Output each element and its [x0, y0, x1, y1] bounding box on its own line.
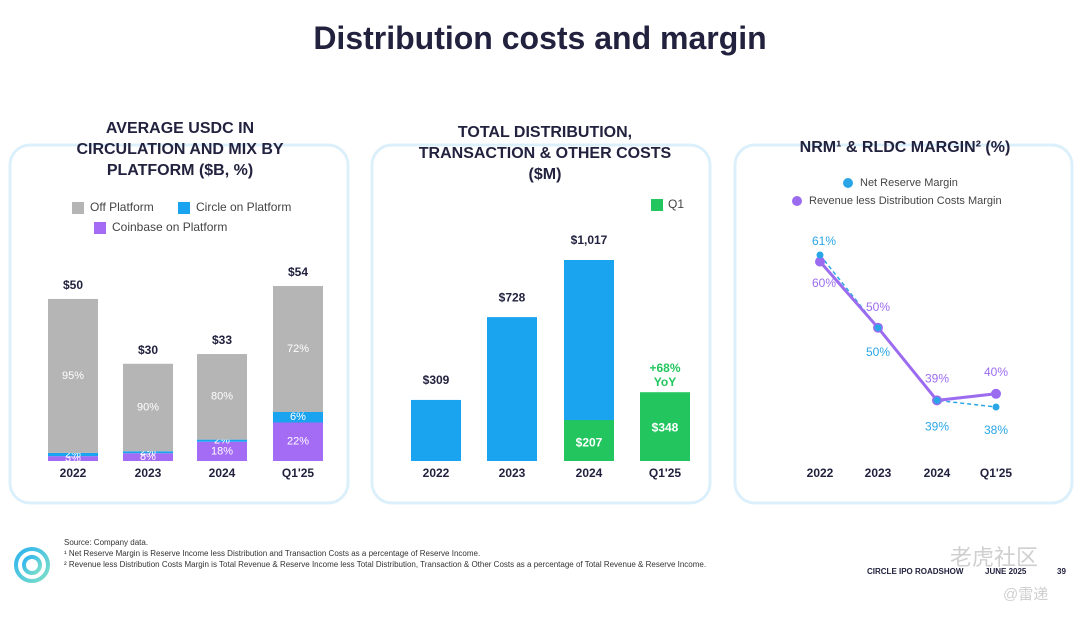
x-tick-label: 2023: [135, 466, 162, 480]
data-label: $309: [423, 373, 450, 387]
footer-date: JUNE 2025: [985, 567, 1027, 576]
bar-segment: [48, 456, 98, 461]
data-label: 6%: [290, 411, 306, 423]
data-label: 80%: [211, 391, 233, 403]
point: [992, 403, 1000, 411]
legend-swatch: [94, 222, 106, 234]
data-label: $348: [652, 420, 679, 434]
legend-marker: [792, 196, 802, 206]
logo: [14, 547, 50, 583]
data-label: $1,017: [571, 233, 608, 247]
data-label: 50%: [866, 345, 890, 359]
data-label: 39%: [925, 420, 949, 434]
data-label: 95%: [62, 370, 84, 382]
legend-label: Q1: [668, 197, 684, 211]
legend-marker: [843, 178, 853, 188]
bar: [487, 317, 537, 461]
legend-label: Off Platform: [90, 200, 154, 214]
annotation: +68% YoY: [649, 361, 681, 389]
legend-label: Circle on Platform: [196, 200, 291, 214]
data-label: $728: [499, 290, 526, 304]
bar-segment: [123, 451, 173, 454]
bar-segment: [197, 354, 247, 440]
bar-segment: [197, 439, 247, 442]
bar-segment: [123, 363, 173, 452]
line: [818, 260, 997, 402]
legend-label: Coinbase on Platform: [112, 220, 227, 234]
x-tick-label: 2024: [209, 466, 236, 480]
point: [991, 388, 1001, 399]
bar-segment: [273, 422, 323, 461]
data-label: 61%: [812, 234, 836, 248]
legend-swatch: [651, 199, 663, 211]
chart-title: NRM¹ & RLDC MARGIN² (%): [799, 139, 1011, 156]
panel: [370, 143, 712, 505]
legend-swatch: [178, 202, 190, 214]
total-label: $30: [138, 343, 158, 357]
chart-title: TOTAL DISTRIBUTION, TRANSACTION & OTHER …: [418, 124, 672, 183]
x-tick-label: Q1'25: [649, 466, 682, 480]
x-tick-label: 2023: [865, 466, 892, 480]
panel: [8, 143, 350, 505]
footnote: ¹ Net Reserve Margin is Reserve Income l…: [64, 549, 481, 558]
legend-label: Revenue less Distribution Costs Margin: [809, 195, 1002, 207]
x-tick-label: 2022: [60, 466, 87, 480]
x-tick-label: Q1'25: [980, 466, 1013, 480]
chart-title: AVERAGE USDC IN CIRCULATION AND MIX BY P…: [76, 120, 284, 179]
x-tick-label: 2022: [807, 466, 834, 480]
bar-segment: [48, 452, 98, 457]
total-label: $33: [212, 333, 232, 347]
footer-event: CIRCLE IPO ROADSHOW: [867, 567, 964, 576]
bar: [564, 420, 614, 461]
bar-segment: [123, 453, 173, 461]
x-tick-label: 2024: [576, 466, 603, 480]
data-label: 72%: [287, 343, 309, 355]
footnote: ² Revenue less Distribution Costs Margin…: [64, 560, 707, 569]
bar-segment: [273, 286, 323, 412]
slide-title: Distribution costs and margin: [313, 20, 767, 56]
bar-segment: [273, 412, 323, 423]
data-label: 90%: [137, 401, 159, 413]
x-tick-label: 2024: [924, 466, 951, 480]
footnote: Source: Company data.: [64, 538, 149, 547]
panel: [733, 143, 1074, 505]
data-label: 50%: [866, 300, 890, 314]
point: [933, 396, 941, 404]
point: [874, 324, 882, 332]
data-label: 8%: [140, 451, 156, 463]
data-label: 40%: [984, 365, 1008, 379]
page-number: 39: [1057, 567, 1066, 576]
data-label: 38%: [984, 423, 1008, 437]
line: [819, 254, 997, 408]
watermark: @雷递: [1003, 586, 1049, 603]
data-label: 18%: [211, 445, 233, 457]
bar: [411, 399, 461, 461]
data-label: 60%: [812, 276, 836, 290]
x-tick-label: 2023: [499, 466, 526, 480]
total-label: $50: [63, 278, 83, 292]
x-tick-label: 2022: [423, 466, 450, 480]
bar-segment: [197, 441, 247, 461]
point: [815, 256, 825, 267]
x-tick-label: Q1'25: [282, 466, 315, 480]
data-label: $207: [576, 436, 603, 450]
data-label: 22%: [287, 436, 309, 448]
legend-label: Net Reserve Margin: [860, 177, 958, 189]
point: [816, 251, 824, 259]
legend-swatch: [72, 202, 84, 214]
data-label: 39%: [925, 372, 949, 386]
total-label: $54: [288, 265, 308, 279]
bar-segment: [48, 298, 98, 453]
watermark: 老虎社区: [950, 545, 1039, 570]
bar: [640, 392, 690, 461]
